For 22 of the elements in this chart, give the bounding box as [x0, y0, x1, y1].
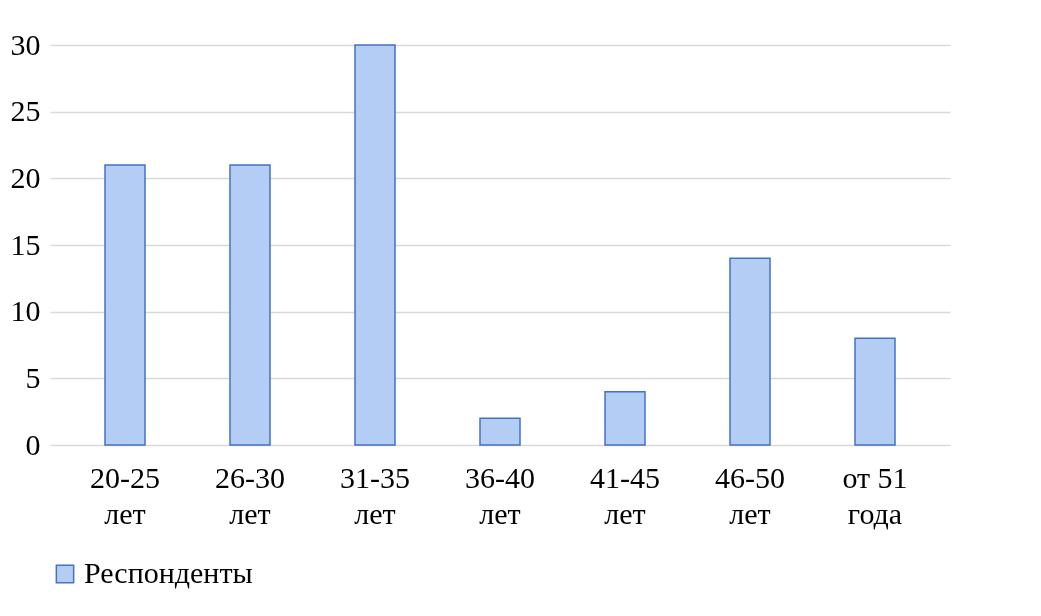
y-tick-label: 30	[10, 27, 41, 61]
x-tick-label: 41-45 лет	[590, 460, 660, 530]
bar	[729, 257, 771, 446]
bar	[229, 164, 271, 446]
legend-label: Респонденты	[84, 556, 253, 589]
bar	[479, 417, 521, 446]
x-tick-label: 26-30 лет	[215, 460, 285, 530]
x-tick-label: от 51 года	[842, 460, 908, 530]
bar	[104, 164, 146, 446]
y-tick-label: 15	[10, 227, 41, 261]
y-tick-label: 20	[10, 160, 41, 194]
bar	[604, 390, 646, 446]
y-tick-label: 25	[10, 94, 41, 128]
y-tick-label: 0	[25, 427, 41, 461]
bar	[354, 44, 396, 446]
x-tick-label: 46-50 лет	[715, 460, 785, 530]
bar	[854, 337, 896, 446]
y-tick-label: 10	[10, 294, 41, 328]
x-tick-label: 36-40 лет	[465, 460, 535, 530]
y-tick-label: 5	[25, 360, 41, 394]
x-tick-label: 31-35 лет	[340, 460, 410, 530]
x-tick-label: 20-25 лет	[90, 460, 160, 530]
